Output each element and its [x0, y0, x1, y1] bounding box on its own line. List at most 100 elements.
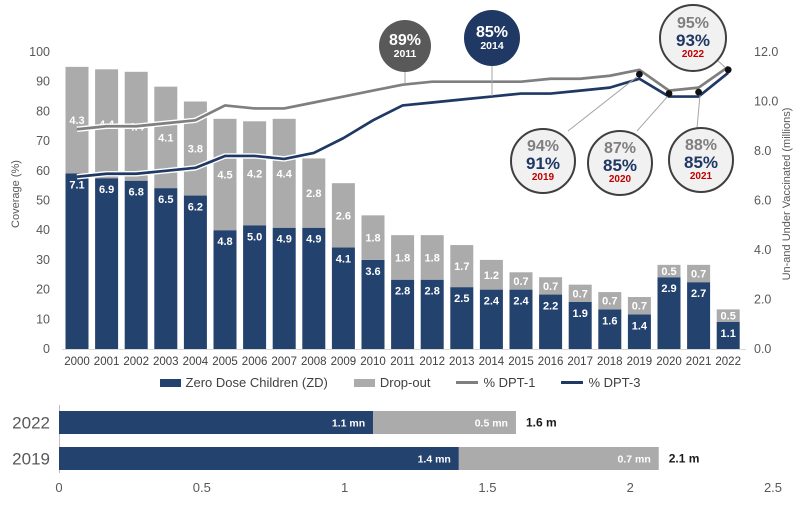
zd-bar-2013: [450, 287, 474, 349]
bottom-x-tick: 0.5: [193, 480, 211, 495]
right-axis-tick: 10.0: [754, 95, 778, 109]
leader-line: [696, 94, 701, 129]
dropout-label: 0.5: [721, 311, 736, 323]
zd-bar-2016: [539, 294, 563, 349]
callout-2019-dpt1: 94%: [526, 137, 560, 155]
zd-hbar-label: 1.1 mn: [332, 418, 365, 430]
zd-bar-2010: [361, 259, 385, 349]
dropout-bar-2000: [65, 66, 89, 174]
left-axis-tick: 90: [36, 75, 50, 89]
zd-label: 2.2: [543, 301, 558, 313]
callout-2011-year: 2011: [393, 47, 417, 60]
zd-bar-2000: [65, 173, 89, 349]
dropout-label: 4.1: [158, 132, 173, 144]
right-axis-title: Un-and Under Vaccinated (millions): [781, 107, 793, 281]
left-axis-tick: 0: [43, 342, 50, 356]
left-axis-title: Coverage (%): [10, 160, 22, 228]
legend-label-dropout: Drop-out: [379, 375, 431, 390]
year-label: 2002: [123, 356, 149, 368]
callout-2021-dpt1: 88%: [684, 136, 718, 154]
right-axis-tick: 6.0: [754, 194, 771, 208]
legend-item-dpt1: % DPT-1: [456, 375, 535, 390]
line-markers: [636, 66, 732, 97]
year-label: 2010: [360, 356, 386, 368]
dropout-label: 1.8: [365, 233, 380, 245]
callout-2019: 94% 91% 2019: [510, 128, 576, 194]
left-axis-tick: 10: [36, 312, 50, 326]
stacked-bars: [65, 66, 740, 349]
left-axis-tick: 100: [29, 45, 50, 59]
zd-hbar-label: 1.4 mn: [418, 454, 451, 466]
year-label: 2000: [64, 356, 90, 368]
left-axis-tick: 60: [36, 164, 50, 178]
dropout-label: 0.7: [691, 269, 706, 281]
total-label: 2.1 m: [669, 452, 700, 466]
zd-label: 2.9: [661, 283, 676, 295]
callout-2011-value: 89%: [388, 31, 422, 49]
callout-2022-dpt3: 93%: [675, 31, 711, 51]
legend-label-dpt3: % DPT-3: [588, 375, 641, 390]
dropout-bar-2005: [213, 118, 237, 231]
left-axis-tick: 70: [36, 134, 50, 148]
dropout-bar-2007: [272, 118, 296, 228]
left-axis-tick: 80: [36, 104, 50, 118]
callout-2021-dpt3: 85%: [683, 153, 719, 173]
dropout-label: 4.5: [217, 170, 232, 182]
zd-label: 4.1: [336, 254, 351, 266]
zd-label: 7.1: [69, 179, 84, 191]
year-label: 2004: [183, 356, 209, 368]
zd-bar-2021: [687, 282, 711, 349]
year-axis-labels: 2000 2001 2002 2003 2004 2005 2006 2007 2008 2009…: [64, 356, 741, 368]
callout-2020-dpt3: 85%: [602, 156, 638, 176]
dropout-label: 1.8: [395, 252, 410, 264]
right-axis-tick: 0.0: [754, 342, 771, 356]
dropout-label: 0.7: [573, 288, 588, 300]
right-axis-tick: 12.0: [754, 45, 778, 59]
marker-2022: [724, 66, 732, 74]
callout-2021-year: 2021: [689, 171, 713, 183]
zd-label: 4.8: [217, 236, 232, 248]
dropout-bar-2004: [183, 101, 207, 196]
zd-label: 1.1: [721, 328, 736, 340]
year-label: 2001: [94, 356, 120, 368]
dropout-label: 4.4: [277, 168, 293, 180]
zd-bar-2007: [272, 227, 296, 349]
zd-label: 2.4: [484, 296, 500, 308]
year-label: 2021: [686, 356, 712, 368]
year-label: 2006: [242, 356, 268, 368]
axis-tick-labels: 0 10 20 30 40 50 60 70 80 90 100 0.0 2.0 4.0 6.0 8.0 10.…: [29, 45, 778, 356]
dropout-label: 1.8: [425, 252, 440, 264]
dropout-label: 4.2: [247, 168, 262, 180]
bottom-x-tick: 2: [627, 480, 634, 495]
zd-label: 2.8: [395, 286, 410, 298]
dropout-label: 4.3: [69, 115, 84, 127]
dpt1-line: [76, 65, 729, 131]
zd-bar-2006: [243, 225, 267, 349]
bar-value-labels: 7.14.36.94.46.84.46.54.16.23.84.84.55.04…: [69, 115, 735, 340]
year-label: 2020: [656, 356, 682, 368]
year-label: 2008: [301, 356, 327, 368]
year-label: 2022: [715, 356, 741, 368]
legend-item-dropout: Drop-out: [353, 375, 431, 390]
zd-bar-2015: [509, 289, 533, 349]
dropout-bar-2016: [539, 277, 563, 295]
dropout-bar-2008: [302, 158, 326, 228]
callout-2019-dpt3: 91%: [525, 154, 561, 174]
legend-item-dpt3: % DPT-3: [561, 375, 640, 390]
row-label-2019: 2019: [12, 450, 50, 469]
dropout-bar-2014: [479, 259, 503, 290]
right-axis-tick: 4.0: [754, 243, 771, 257]
callout-2011: 89% 2011: [379, 20, 431, 72]
dpt3-line: [76, 71, 730, 179]
left-axis-tick: 20: [36, 283, 50, 297]
dropout-label: 2.6: [336, 210, 351, 222]
year-label: 2009: [331, 356, 357, 368]
bottom-x-tick: 0: [55, 480, 62, 495]
dropout-bar-2009: [331, 183, 355, 248]
zd-label: 5.0: [247, 231, 262, 243]
dropout-color-swatch: [353, 378, 375, 387]
dropout-label: 1.7: [454, 261, 469, 273]
left-axis-tick: 40: [36, 223, 50, 237]
dropout-hbar-label: 0.7 mn: [617, 454, 650, 466]
